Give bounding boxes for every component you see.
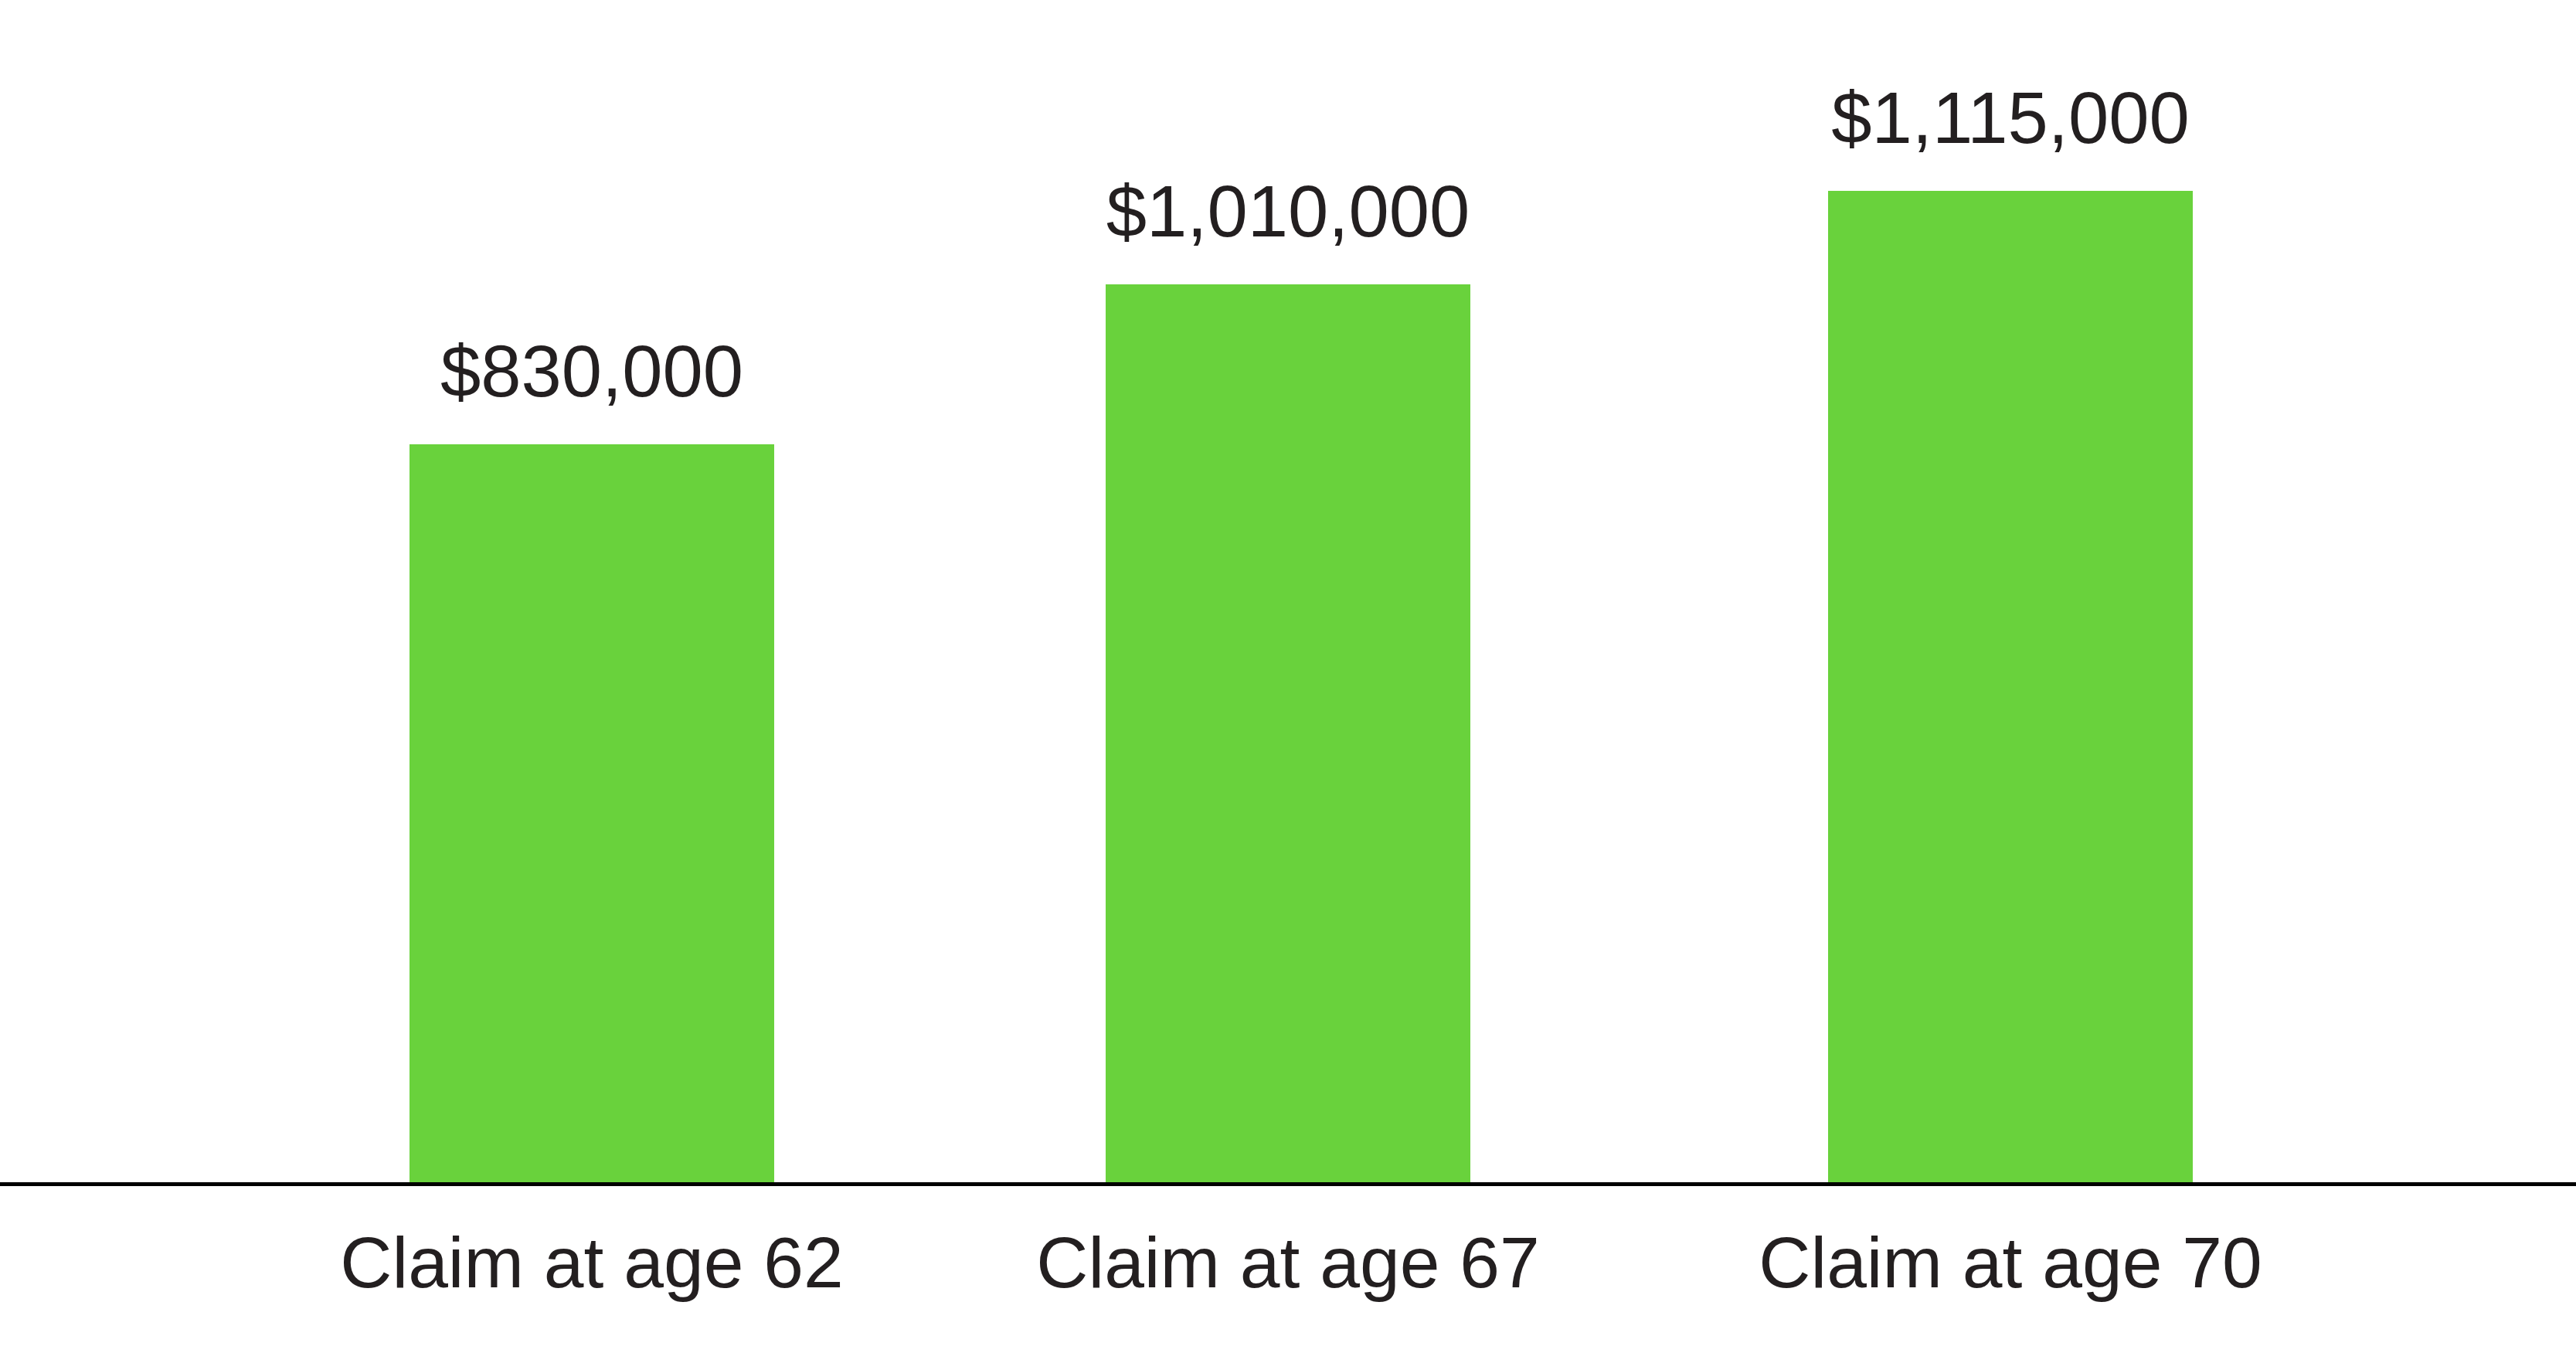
bar-value-label: $1,010,000 [1106,170,1470,253]
bar-category-label: Claim at age 70 [1759,1220,2262,1307]
x-axis-line [0,1182,2576,1186]
bar-chart: $830,000 Claim at age 62 $1,010,000 Claim a… [0,0,2576,1353]
bar-category-label: Claim at age 67 [1036,1220,1539,1307]
bar-value-label: $1,115,000 [1831,76,2189,160]
bar [1106,284,1470,1182]
bar [1828,191,2193,1182]
bar-category-label: Claim at age 62 [340,1220,843,1307]
bar [410,444,774,1182]
bar-value-label: $830,000 [440,330,743,413]
